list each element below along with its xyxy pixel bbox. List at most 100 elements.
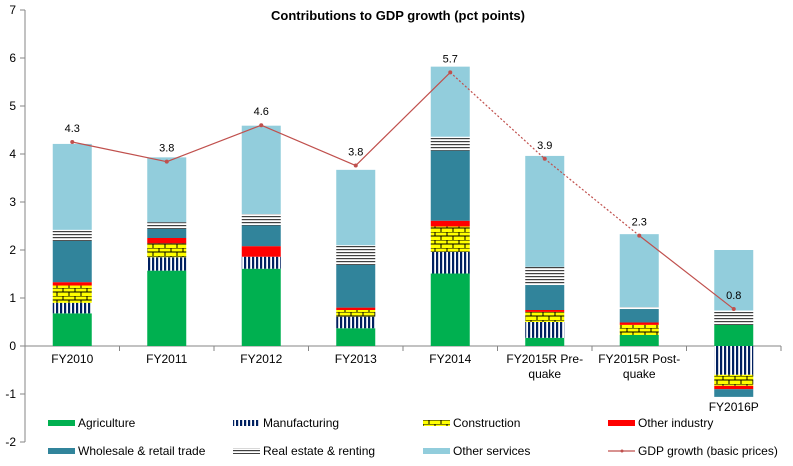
category-label: FY2014 bbox=[429, 352, 471, 366]
legend-label: Other industry bbox=[638, 416, 713, 430]
bars bbox=[52, 66, 754, 397]
bar-stack-fy2011 bbox=[147, 157, 187, 346]
bar-segment-real-estate-renting bbox=[430, 136, 470, 151]
y-tick-label: -1 bbox=[5, 387, 16, 401]
bar-segment-other-services bbox=[714, 250, 754, 311]
gdp-line-segment bbox=[72, 141, 167, 163]
gdp-data-label: 2.3 bbox=[632, 217, 647, 229]
bar-segment-real-estate-renting bbox=[714, 310, 754, 325]
bar-segment-other-industry bbox=[430, 220, 470, 227]
bar-segment-wholesale-retail-trade bbox=[525, 285, 565, 310]
bar-stack-fy2012 bbox=[241, 125, 281, 346]
bar-segment-construction bbox=[714, 374, 754, 386]
bar-stack-fy2010 bbox=[52, 143, 92, 346]
bar-segment-agriculture bbox=[430, 273, 470, 346]
bar-segment-other-services bbox=[525, 155, 565, 267]
bar-segment-other-services bbox=[52, 143, 92, 230]
category-label: FY2015R Pre-quake bbox=[506, 352, 583, 381]
bar-segment-other-industry bbox=[241, 246, 281, 257]
bar-segment-real-estate-renting bbox=[525, 266, 565, 286]
bar-segment-real-estate-renting bbox=[147, 222, 187, 229]
legend-item-real-estate-renting: Real estate & renting bbox=[233, 444, 375, 458]
legend-swatch bbox=[608, 420, 635, 426]
y-tick-label: 0 bbox=[9, 339, 16, 353]
bar-segment-construction bbox=[525, 311, 565, 322]
axes: -2 -1 0 1 2 3 4 5 6 7 bbox=[5, 3, 782, 449]
legend-label: Agriculture bbox=[78, 416, 136, 430]
gdp-data-label: 3.8 bbox=[348, 147, 363, 159]
legend-item-wholesale-retail-trade: Wholesale & retail trade bbox=[48, 444, 206, 458]
y-tick-label: 7 bbox=[9, 3, 16, 17]
bar-segment-other-industry bbox=[336, 307, 376, 310]
legend-swatch bbox=[423, 420, 450, 426]
gdp-point bbox=[448, 70, 453, 75]
legend-swatch bbox=[48, 420, 75, 426]
gdp-line-segment bbox=[355, 71, 451, 166]
bar-stack-fy2015r-post--quake bbox=[619, 234, 659, 346]
bar-segment-wholesale-retail-trade bbox=[336, 264, 376, 308]
bar-segment-agriculture bbox=[52, 313, 92, 346]
y-tick-label: 3 bbox=[9, 195, 16, 209]
legend-item-gdp-growth-basic-prices: GDP growth (basic prices) bbox=[608, 444, 778, 458]
bar-stack-fy2015r-pre--quake bbox=[525, 155, 565, 346]
bar-segment-manufacturing bbox=[714, 346, 754, 375]
bar-segment-agriculture bbox=[336, 328, 376, 346]
legend-item-agriculture: Agriculture bbox=[48, 416, 136, 430]
bar-segment-manufacturing bbox=[525, 322, 565, 338]
bar-segment-agriculture bbox=[147, 270, 187, 346]
chart-title: Contributions to GDP growth (pct points) bbox=[271, 8, 525, 23]
gdp-point bbox=[542, 156, 547, 161]
legend-marker bbox=[620, 449, 624, 453]
y-tick-label: 6 bbox=[9, 51, 16, 65]
legend-item-other-industry: Other industry bbox=[608, 416, 713, 430]
legend-label: GDP growth (basic prices) bbox=[638, 444, 778, 458]
bar-segment-wholesale-retail-trade bbox=[619, 309, 659, 323]
legend-swatch bbox=[233, 420, 260, 426]
legend-swatch bbox=[233, 448, 260, 454]
category-labels: FY2010 FY2011 FY2012 FY2013 FY2014 FY2015R Pr… bbox=[51, 352, 759, 414]
bar-segment-other-services bbox=[241, 125, 281, 214]
bar-segment-construction bbox=[430, 226, 470, 252]
y-tick-label: -2 bbox=[5, 435, 16, 449]
bar-segment-construction bbox=[147, 243, 187, 258]
y-tick-label: 4 bbox=[9, 147, 16, 161]
gdp-point bbox=[353, 163, 358, 168]
bar-segment-other-services bbox=[147, 157, 187, 223]
bar-segment-agriculture bbox=[241, 268, 281, 346]
bar-segment-manufacturing bbox=[52, 302, 92, 314]
legend-label: Construction bbox=[453, 416, 520, 430]
bar-segment-other-services bbox=[336, 169, 376, 246]
category-label: FY2013 bbox=[335, 352, 377, 366]
bar-segment-wholesale-retail-trade bbox=[430, 150, 470, 221]
gdp-data-label: 4.3 bbox=[65, 123, 80, 135]
bar-segment-manufacturing bbox=[241, 256, 281, 269]
gdp-data-label: 5.7 bbox=[443, 53, 458, 65]
y-tick-label: 5 bbox=[9, 99, 16, 113]
bar-segment-manufacturing bbox=[430, 251, 470, 274]
gdp-line-segment bbox=[166, 124, 262, 163]
gdp-data-label: 0.8 bbox=[726, 290, 741, 302]
gdp-growth-line: 4.3 3.8 4.6 3.8 5.7 3.9 2.3 0.8 bbox=[65, 53, 741, 312]
y-tick-label: 1 bbox=[9, 291, 16, 305]
category-label: FY2012 bbox=[240, 352, 282, 366]
bar-segment-other-industry bbox=[147, 238, 187, 244]
gdp-data-label: 3.8 bbox=[159, 143, 174, 155]
bar-stack-fy2014 bbox=[430, 66, 470, 346]
y-tick-label: 2 bbox=[9, 243, 16, 257]
bar-segment-other-industry bbox=[619, 322, 659, 325]
category-label: FY2010 bbox=[51, 352, 93, 366]
legend: Agriculture Manufacturing Construction Othe… bbox=[48, 416, 778, 458]
bar-segment-construction bbox=[336, 310, 376, 317]
category-label: FY2015R Post-quake bbox=[598, 352, 680, 381]
bar-segment-wholesale-retail-trade bbox=[241, 225, 281, 247]
bar-segment-real-estate-renting bbox=[52, 229, 92, 241]
bar-segment-agriculture bbox=[714, 324, 754, 346]
gdp-point bbox=[70, 140, 75, 144]
bar-segment-other-industry bbox=[525, 310, 565, 312]
gdp-line-segment bbox=[261, 124, 356, 167]
legend-item-construction: Construction bbox=[423, 416, 520, 430]
legend-label: Real estate & renting bbox=[263, 444, 375, 458]
bar-segment-agriculture bbox=[619, 334, 659, 346]
legend-label: Manufacturing bbox=[263, 416, 339, 430]
